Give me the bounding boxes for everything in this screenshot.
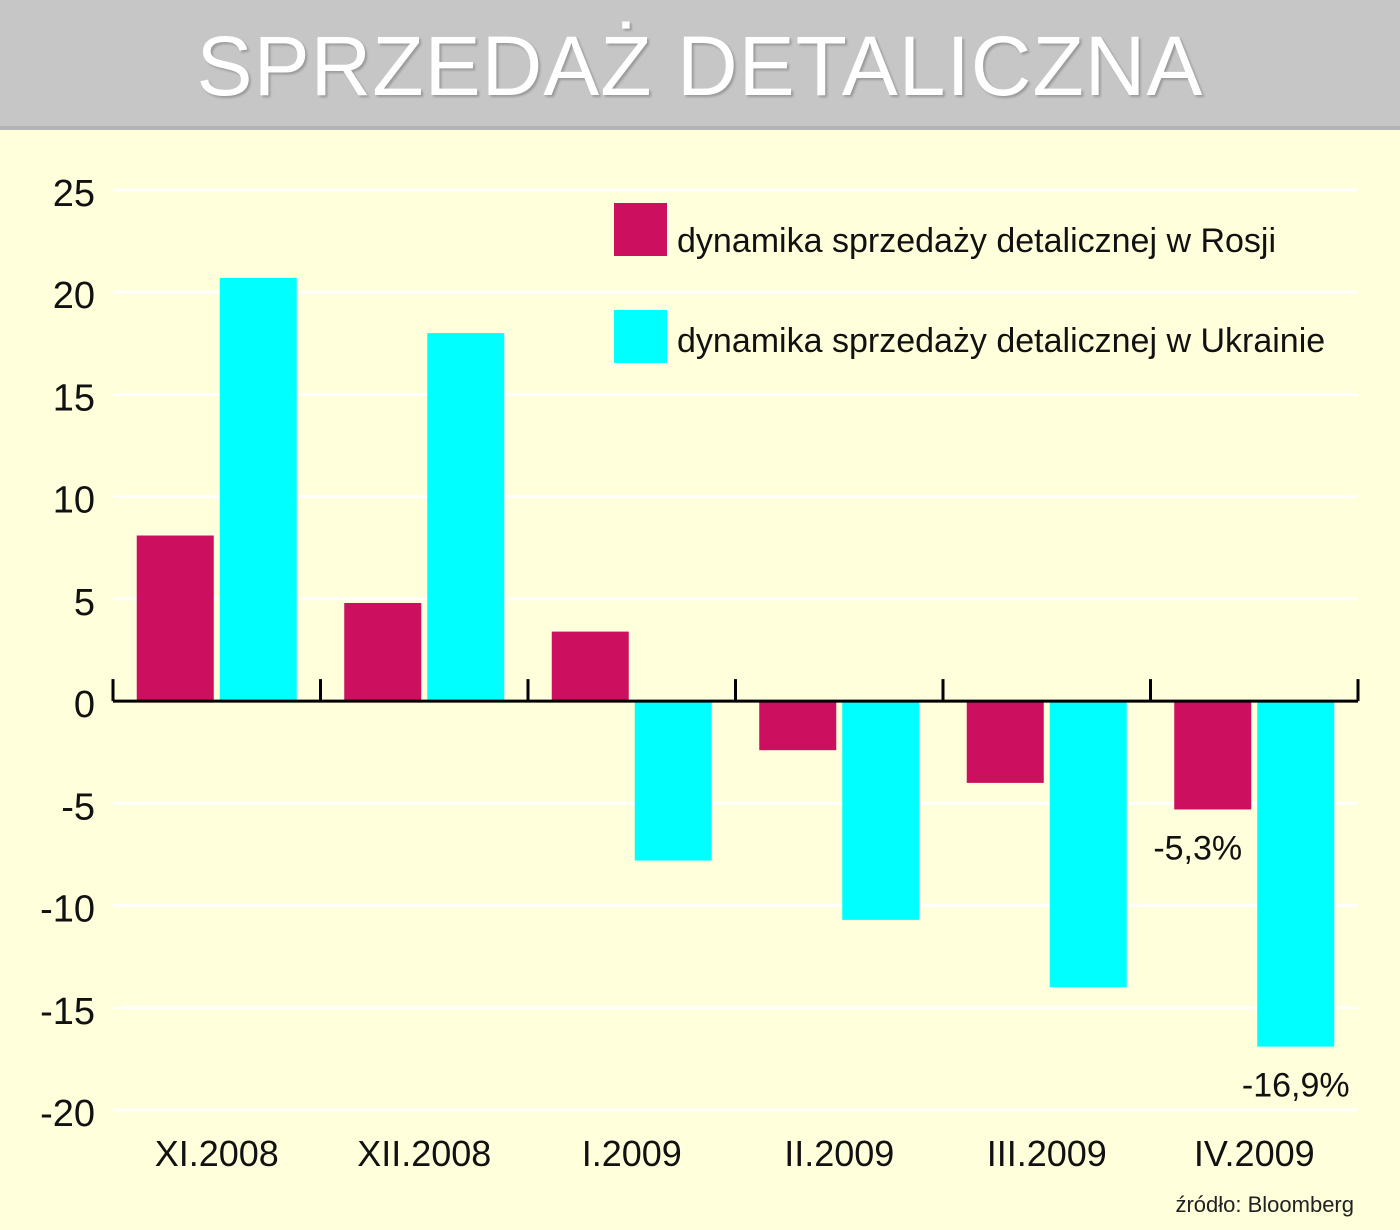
chart-title: SPRZEDAŻ DETALICZNA bbox=[196, 19, 1204, 113]
bar-ukraine-xii-2008 bbox=[427, 333, 505, 702]
bar-russia-ii-2009 bbox=[759, 701, 837, 751]
bar-ukraine-iii-2009 bbox=[1049, 701, 1127, 988]
bar-ukraine-ii-2009 bbox=[842, 701, 920, 920]
bar-russia-iii-2009 bbox=[966, 701, 1044, 783]
y-tick-label: -10 bbox=[40, 889, 95, 931]
y-tick-label: 25 bbox=[53, 173, 95, 215]
data-label: -16,9% bbox=[1242, 1067, 1350, 1105]
y-tick-label: -20 bbox=[40, 1093, 95, 1135]
bar-russia-i-2009 bbox=[551, 631, 629, 702]
x-category-label: I.2009 bbox=[582, 1133, 682, 1174]
source-note: źródło: Bloomberg bbox=[1175, 1192, 1354, 1217]
legend-label-ukraine: dynamika sprzedaży detalicznej w Ukraini… bbox=[677, 322, 1325, 360]
bar-russia-xi-2008 bbox=[136, 535, 214, 702]
x-category-label: IV.2009 bbox=[1194, 1133, 1315, 1174]
y-tick-label: -15 bbox=[40, 991, 95, 1033]
data-label: -5,3% bbox=[1153, 829, 1242, 867]
bar-russia-xii-2008 bbox=[344, 602, 422, 702]
title-bar: SPRZEDAŻ DETALICZNA bbox=[0, 0, 1400, 130]
legend-label-russia: dynamika sprzedaży detalicznej w Rosji bbox=[677, 222, 1276, 260]
bar-russia-iv-2009 bbox=[1174, 701, 1252, 810]
y-tick-label: 10 bbox=[53, 480, 95, 522]
y-tick-label: 5 bbox=[74, 582, 95, 624]
y-tick-label: 15 bbox=[53, 377, 95, 419]
x-category-label: XI.2008 bbox=[155, 1133, 279, 1174]
y-tick-label: -5 bbox=[61, 786, 95, 828]
y-tick-label: 0 bbox=[74, 684, 95, 726]
bar-ukraine-i-2009 bbox=[634, 701, 712, 861]
bar-ukraine-xi-2008 bbox=[219, 277, 297, 702]
legend-swatch-ukraine bbox=[614, 310, 667, 363]
x-category-label: III.2009 bbox=[987, 1133, 1107, 1174]
y-tick-label: 20 bbox=[53, 275, 95, 317]
bar-ukraine-iv-2009 bbox=[1257, 701, 1335, 1047]
x-category-label: XII.2008 bbox=[357, 1133, 491, 1174]
x-category-label: II.2009 bbox=[784, 1133, 894, 1174]
legend-swatch-russia bbox=[614, 203, 667, 256]
